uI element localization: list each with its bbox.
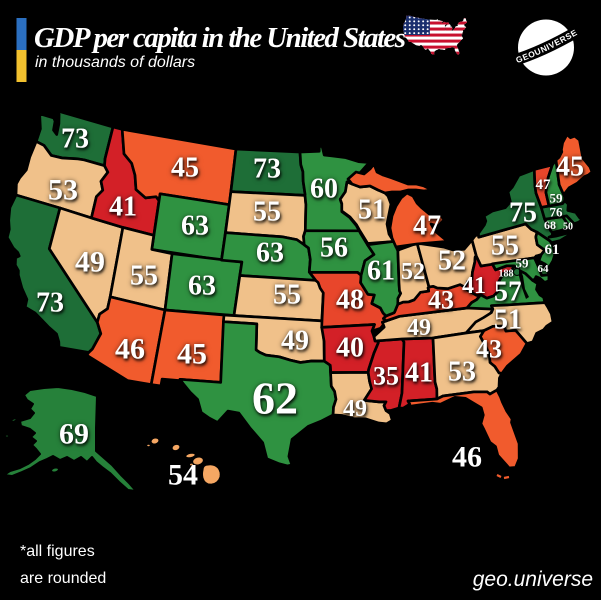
svg-text:62: 62: [252, 373, 298, 424]
svg-text:are rounded: are rounded: [20, 570, 106, 587]
svg-text:55: 55: [130, 261, 158, 292]
svg-text:geo.universe: geo.universe: [473, 568, 593, 591]
svg-text:43: 43: [428, 286, 454, 315]
svg-text:41: 41: [462, 273, 486, 299]
svg-text:73: 73: [253, 154, 281, 185]
svg-text:45: 45: [556, 152, 584, 183]
svg-text:60: 60: [310, 174, 338, 205]
svg-text:73: 73: [36, 288, 64, 319]
svg-text:47: 47: [536, 177, 552, 193]
svg-text:61: 61: [545, 242, 560, 258]
svg-text:59: 59: [550, 191, 564, 206]
svg-text:35: 35: [373, 362, 399, 391]
svg-text:55: 55: [273, 280, 301, 311]
svg-text:49: 49: [75, 246, 105, 279]
svg-text:41: 41: [405, 358, 433, 389]
svg-text:46: 46: [452, 441, 482, 474]
svg-text:54: 54: [168, 459, 198, 492]
svg-text:64: 64: [538, 263, 550, 275]
svg-text:73: 73: [61, 124, 89, 155]
svg-text:68: 68: [544, 218, 556, 232]
svg-text:41: 41: [109, 192, 137, 223]
svg-text:47: 47: [413, 211, 441, 242]
svg-text:48: 48: [336, 285, 364, 316]
svg-text:69: 69: [59, 418, 89, 451]
svg-text:GDP per capita in the United S: GDP per capita in the United States: [34, 22, 406, 54]
svg-text:49: 49: [281, 326, 309, 357]
svg-text:188: 188: [499, 269, 514, 280]
svg-text:61: 61: [367, 256, 395, 287]
svg-text:59: 59: [516, 256, 530, 271]
svg-text:55: 55: [253, 197, 281, 228]
svg-text:49: 49: [343, 396, 367, 422]
svg-text:50: 50: [563, 222, 573, 233]
svg-text:51: 51: [494, 305, 522, 336]
svg-text:56: 56: [320, 233, 348, 264]
svg-text:51: 51: [358, 195, 386, 226]
svg-text:57: 57: [494, 277, 522, 308]
svg-text:63: 63: [256, 238, 284, 269]
svg-text:75: 75: [509, 198, 537, 229]
svg-text:49: 49: [407, 315, 431, 341]
svg-text:53: 53: [448, 357, 476, 388]
svg-text:in thousands of dollars: in thousands of dollars: [35, 54, 195, 71]
svg-text:45: 45: [171, 153, 199, 184]
svg-text:43: 43: [476, 335, 502, 364]
svg-text:*all figures: *all figures: [20, 543, 95, 560]
svg-text:45: 45: [177, 338, 207, 371]
svg-text:46: 46: [115, 333, 145, 366]
svg-text:52: 52: [438, 246, 466, 277]
svg-text:52: 52: [401, 259, 425, 285]
svg-text:63: 63: [188, 271, 216, 302]
svg-text:55: 55: [491, 231, 519, 262]
svg-text:53: 53: [48, 174, 78, 207]
svg-text:76: 76: [550, 205, 564, 220]
svg-text:63: 63: [181, 211, 209, 242]
svg-text:40: 40: [336, 333, 364, 364]
